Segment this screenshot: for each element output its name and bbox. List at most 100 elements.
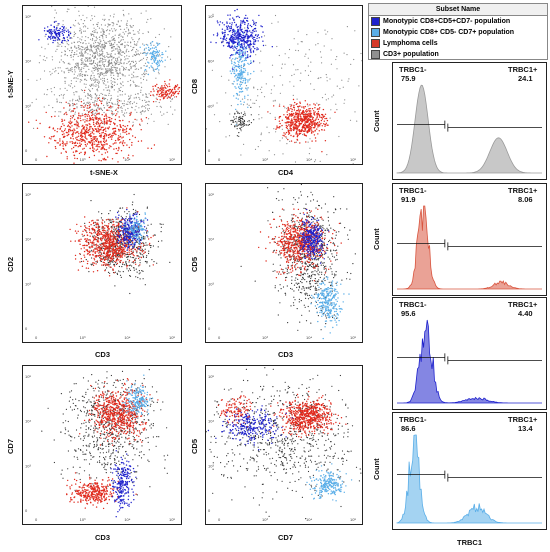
data-point — [131, 256, 133, 259]
data-point — [108, 59, 110, 61]
data-point — [99, 259, 102, 262]
data-point — [102, 131, 104, 134]
data-point — [213, 114, 216, 116]
data-point — [106, 55, 108, 58]
data-point — [129, 231, 131, 233]
data-point — [71, 50, 73, 52]
data-point — [83, 128, 85, 130]
data-point — [81, 233, 83, 235]
data-point — [290, 134, 292, 137]
data-point — [82, 244, 84, 247]
data-point — [281, 63, 283, 65]
data-point — [244, 95, 246, 98]
data-point — [80, 63, 82, 65]
data-point — [77, 22, 79, 24]
data-point — [332, 94, 335, 96]
data-point — [101, 46, 103, 48]
data-point — [152, 85, 154, 88]
data-point — [95, 69, 97, 71]
data-point — [228, 79, 230, 81]
data-point — [73, 108, 75, 110]
data-point — [137, 31, 139, 33]
data-point — [320, 122, 322, 125]
data-point — [88, 129, 90, 132]
data-point — [254, 47, 256, 50]
data-point — [246, 89, 248, 91]
data-point — [132, 61, 135, 64]
data-point — [125, 216, 127, 218]
data-point — [83, 20, 86, 22]
data-point — [87, 37, 89, 39]
data-point — [84, 133, 86, 135]
data-point — [106, 78, 108, 80]
data-point — [299, 122, 301, 125]
data-point — [244, 82, 246, 85]
data-point — [97, 54, 99, 56]
data-point — [114, 246, 116, 249]
data-point — [72, 151, 75, 153]
data-point — [117, 101, 119, 103]
data-point — [121, 256, 123, 259]
data-point — [103, 124, 105, 126]
data-point — [46, 30, 49, 33]
data-point — [90, 250, 92, 252]
data-point — [98, 82, 100, 85]
data-point — [96, 104, 98, 106]
data-point — [232, 47, 234, 49]
data-point — [140, 140, 143, 142]
data-point — [239, 54, 241, 56]
data-point — [216, 32, 219, 34]
data-point — [123, 264, 126, 266]
data-point — [89, 45, 91, 47]
data-point — [70, 56, 72, 58]
data-point — [312, 120, 315, 122]
data-point — [234, 53, 237, 55]
data-point — [118, 46, 120, 49]
data-point — [271, 46, 273, 48]
data-point — [53, 25, 55, 28]
data-point — [235, 68, 237, 71]
data-point — [286, 137, 288, 139]
data-point — [317, 77, 319, 80]
data-point — [151, 259, 153, 261]
data-point — [127, 258, 129, 260]
data-point — [161, 86, 163, 88]
data-point — [63, 143, 65, 145]
data-point — [53, 17, 56, 19]
data-point — [99, 42, 101, 44]
data-point — [293, 124, 295, 126]
data-point — [68, 33, 70, 36]
data-point — [100, 135, 102, 137]
data-point — [289, 125, 291, 128]
data-point — [88, 115, 91, 117]
data-point — [103, 104, 105, 106]
data-point — [93, 69, 95, 72]
data-point — [66, 89, 68, 91]
data-point — [254, 39, 256, 41]
data-point — [74, 85, 76, 87]
data-point — [63, 26, 65, 29]
data-point — [35, 119, 37, 122]
data-point — [98, 94, 101, 96]
data-point — [53, 86, 55, 89]
data-point — [157, 55, 159, 57]
data-point — [89, 78, 92, 80]
data-point — [93, 113, 95, 115]
data-point — [108, 136, 110, 139]
data-point — [91, 30, 94, 33]
data-point — [85, 86, 87, 88]
data-point — [128, 55, 130, 58]
data-point — [111, 112, 113, 114]
data-point — [84, 135, 87, 137]
data-point — [305, 113, 308, 115]
data-point — [287, 138, 289, 141]
data-point — [110, 145, 112, 148]
data-point — [98, 159, 100, 161]
data-point — [156, 98, 158, 101]
data-point — [252, 46, 255, 48]
data-point — [90, 49, 92, 51]
data-point — [58, 23, 60, 25]
data-point — [49, 71, 51, 73]
data-point — [293, 126, 295, 128]
data-point — [319, 116, 321, 118]
